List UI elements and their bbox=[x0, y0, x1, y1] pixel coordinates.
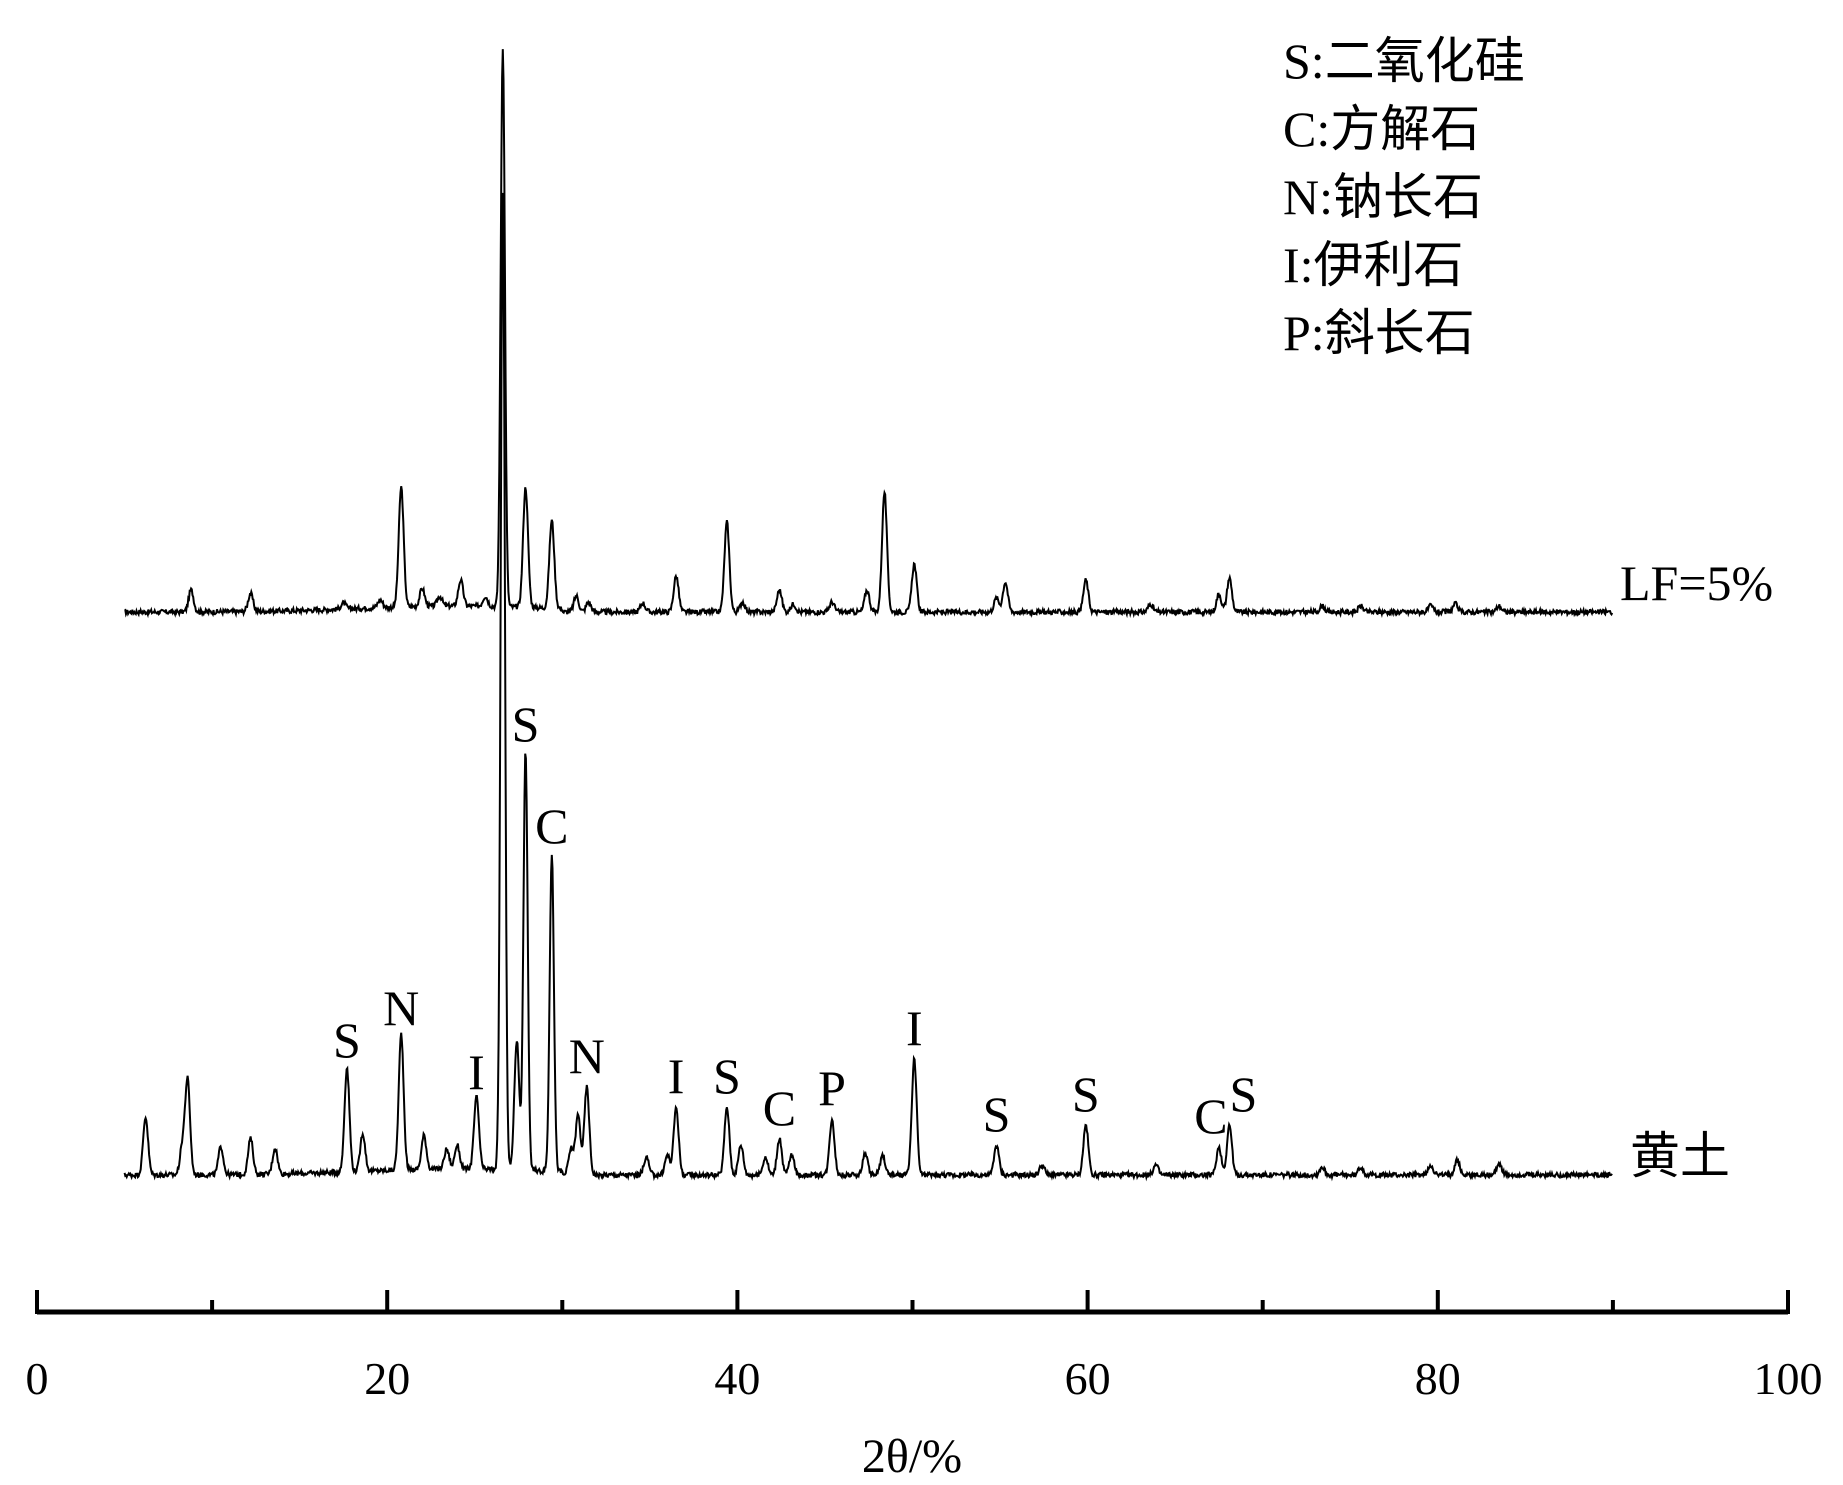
peak-label-s-3: S bbox=[512, 696, 540, 752]
legend-entry-calcite: C:方解石 bbox=[1283, 101, 1480, 157]
series-line-lf5 bbox=[124, 49, 1614, 619]
series-label-lf5: LF=5% bbox=[1620, 555, 1773, 611]
peak-label-s-12: S bbox=[1072, 1066, 1100, 1122]
legend: S:二氧化硅 C:方解石 N:钠长石 I:伊利石 P:斜长石 bbox=[1283, 33, 1525, 361]
x-axis-ticks: 0 20 40 60 80 100 bbox=[26, 1290, 1823, 1404]
peak-label-i-2: I bbox=[468, 1044, 485, 1100]
peak-label-s-0: S bbox=[333, 1012, 361, 1068]
series-label-loess: 黄土 bbox=[1630, 1128, 1730, 1184]
peak-label-p-9: P bbox=[818, 1060, 846, 1116]
peak-label-c-4: C bbox=[535, 798, 568, 854]
peak-label-s-11: S bbox=[983, 1086, 1011, 1142]
x-tick-label: 80 bbox=[1415, 1353, 1461, 1404]
legend-entry-silica: S:二氧化硅 bbox=[1283, 33, 1525, 89]
x-tick-label: 0 bbox=[26, 1353, 49, 1404]
x-axis-title: 2θ/% bbox=[862, 1430, 962, 1483]
x-tick-label: 100 bbox=[1754, 1353, 1823, 1404]
x-tick-label: 60 bbox=[1065, 1353, 1111, 1404]
x-tick-label: 40 bbox=[714, 1353, 760, 1404]
series-line-loess bbox=[123, 192, 1613, 1182]
peak-label-n-1: N bbox=[383, 980, 419, 1036]
legend-entry-plagioclase: P:斜长石 bbox=[1283, 305, 1475, 361]
peak-label-s-14: S bbox=[1229, 1066, 1257, 1122]
x-tick-label: 20 bbox=[364, 1353, 410, 1404]
x-axis: 0 20 40 60 80 100 2θ/% bbox=[26, 1290, 1823, 1483]
legend-entry-illite: I:伊利石 bbox=[1283, 237, 1464, 293]
legend-entry-albite: N:钠长石 bbox=[1283, 169, 1483, 225]
peak-label-c-8: C bbox=[763, 1080, 796, 1136]
peak-label-i-6: I bbox=[668, 1048, 685, 1104]
peak-label-c-13: C bbox=[1194, 1088, 1227, 1144]
peak-label-s-7: S bbox=[713, 1048, 741, 1104]
series-layer bbox=[123, 49, 1614, 1182]
peak-label-n-5: N bbox=[569, 1028, 605, 1084]
peak-label-i-10: I bbox=[906, 1000, 923, 1056]
